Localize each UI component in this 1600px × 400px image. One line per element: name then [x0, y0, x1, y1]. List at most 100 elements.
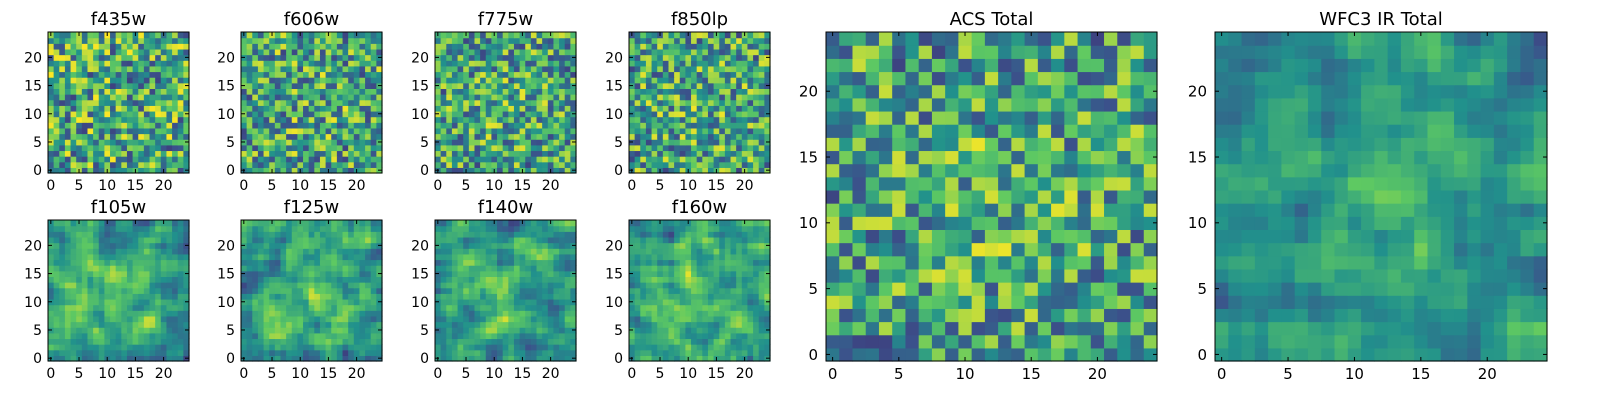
heatmap-cell [286, 167, 293, 174]
heatmap-cell [707, 82, 715, 89]
heatmap-cell [143, 304, 151, 311]
heatmap-cell [286, 248, 293, 255]
heatmap-cell [336, 144, 344, 152]
x-tick-label: 20 [542, 178, 560, 194]
heatmap-cell [353, 133, 361, 140]
heatmap-cell [480, 310, 487, 317]
heatmap-cell [468, 349, 476, 356]
heatmap-cell [640, 150, 647, 157]
heatmap-cell [502, 32, 509, 39]
heatmap-cell [480, 259, 487, 266]
heatmap-cell [485, 282, 492, 289]
heatmap-cell [463, 270, 470, 277]
heatmap-cell [440, 54, 447, 61]
heatmap-cell [314, 161, 321, 168]
heatmap-cell [126, 253, 134, 261]
heatmap-cell [753, 144, 760, 152]
heatmap-cell [440, 133, 447, 140]
heatmap-cell [241, 133, 248, 140]
heatmap-cell [53, 242, 60, 249]
heatmap-cell [359, 99, 366, 106]
heatmap-cell [280, 236, 287, 244]
heatmap-cell [741, 150, 749, 157]
heatmap-cell [525, 253, 532, 261]
heatmap-cell [525, 60, 532, 67]
heatmap-cell [685, 105, 692, 112]
heatmap-cell [463, 71, 470, 78]
heatmap-cell [319, 37, 327, 44]
heatmap-cell [736, 287, 743, 294]
heatmap-cell [132, 54, 139, 61]
heatmap-cell [325, 144, 332, 152]
heatmap-cell [474, 110, 481, 118]
heatmap-cell [376, 220, 383, 227]
heatmap-cell [353, 349, 361, 356]
heatmap-cell [513, 270, 521, 277]
heatmap-cell [286, 310, 293, 317]
heatmap-cell [457, 54, 464, 61]
heatmap-cell [110, 54, 117, 61]
heatmap-cell [319, 293, 327, 300]
heatmap-cell [730, 82, 737, 89]
heatmap-cell [707, 282, 715, 289]
heatmap-cell [64, 327, 72, 334]
heatmap-cell [519, 265, 526, 272]
heatmap-cell [149, 94, 156, 101]
heatmap-cell [297, 321, 304, 328]
heatmap-cell [263, 338, 270, 345]
heatmap-cell [149, 77, 156, 84]
heatmap-cell [70, 287, 77, 294]
heatmap-cell [662, 43, 670, 50]
heatmap-cell [376, 65, 383, 73]
heatmap-cell [342, 37, 349, 44]
heatmap-cell [747, 71, 754, 78]
heatmap-cell [155, 65, 162, 73]
heatmap-cell [559, 122, 566, 129]
heatmap-cell [286, 276, 293, 283]
heatmap-cell [269, 77, 276, 84]
heatmap-cell [359, 338, 366, 345]
heatmap-cell [160, 71, 168, 78]
heatmap-cell [542, 156, 549, 163]
heatmap-cell [440, 127, 447, 135]
heatmap-cell [274, 338, 282, 345]
heatmap-cell [570, 71, 577, 78]
heatmap-cell [241, 116, 248, 123]
heatmap-cell [645, 77, 653, 84]
heatmap-cell [736, 167, 743, 174]
heatmap-cell [172, 156, 179, 163]
heatmap-cell [257, 110, 265, 118]
heatmap-cell [702, 99, 709, 106]
heatmap-cell [269, 344, 276, 351]
heatmap-cell [542, 65, 549, 73]
heatmap-cell [353, 225, 361, 232]
heatmap-cell [149, 265, 156, 272]
heatmap-cell [246, 338, 253, 345]
heatmap-cell [177, 231, 184, 238]
heatmap-cell [177, 253, 184, 261]
heatmap-cell [480, 116, 487, 123]
heatmap-cell [308, 349, 315, 356]
heatmap-cell [241, 310, 248, 317]
y-tick-label: 20 [24, 238, 42, 254]
heatmap-cell [331, 236, 338, 244]
heatmap-cell [446, 116, 453, 123]
heatmap-cell [491, 60, 498, 67]
heatmap-cell [753, 332, 760, 340]
heatmap-cell [263, 287, 270, 294]
heatmap-cell [691, 315, 698, 323]
heatmap-cell [542, 231, 549, 238]
heatmap-cell [502, 231, 509, 238]
heatmap-cell [70, 43, 77, 50]
heatmap-cell [679, 48, 686, 56]
heatmap-cell [291, 355, 298, 362]
heatmap-cell [764, 88, 771, 95]
heatmap-cell [536, 242, 543, 249]
heatmap-cell [542, 94, 549, 101]
heatmap-cell [115, 105, 122, 112]
heatmap-cell [269, 161, 276, 168]
heatmap-cell [536, 144, 543, 152]
heatmap-cell [553, 287, 560, 294]
heatmap-cell [542, 139, 549, 146]
heatmap-cell [497, 231, 504, 238]
